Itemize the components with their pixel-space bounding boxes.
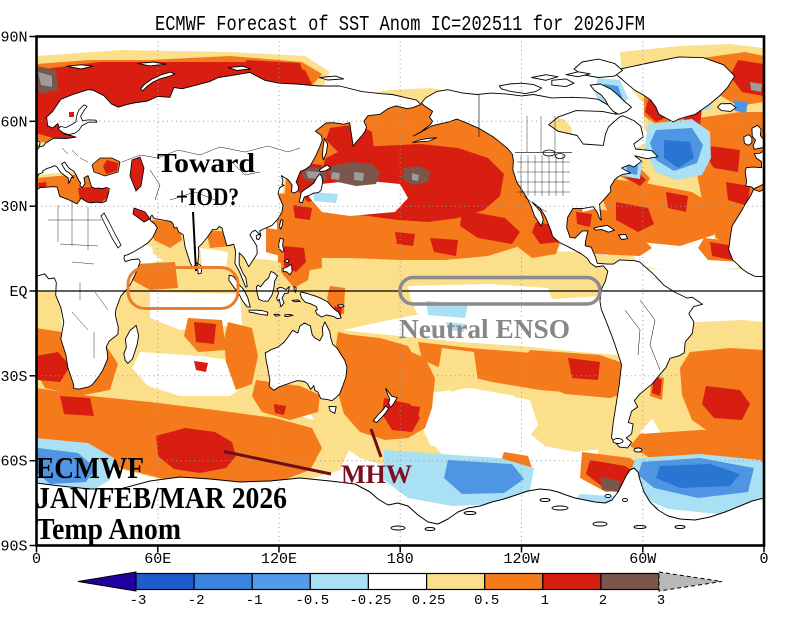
svg-text:JAN/FEB/MAR 2026: JAN/FEB/MAR 2026 xyxy=(36,480,287,515)
svg-text:-0.25: -0.25 xyxy=(349,593,391,609)
svg-text:0.25: 0.25 xyxy=(412,593,446,609)
svg-text:ECMWF Forecast of SST Anom IC=: ECMWF Forecast of SST Anom IC=202511 for… xyxy=(155,14,645,37)
svg-text:0.5: 0.5 xyxy=(474,593,499,609)
svg-text:2: 2 xyxy=(599,593,607,609)
svg-text:60N: 60N xyxy=(0,114,27,131)
svg-text:0: 0 xyxy=(32,551,41,568)
svg-text:30S: 30S xyxy=(0,369,27,386)
svg-text:1: 1 xyxy=(541,593,549,609)
svg-text:90S: 90S xyxy=(0,539,27,556)
svg-text:120W: 120W xyxy=(503,551,539,568)
svg-text:180: 180 xyxy=(387,551,414,568)
svg-text:Toward: Toward xyxy=(157,148,255,178)
svg-text:0: 0 xyxy=(759,551,768,568)
svg-text:3: 3 xyxy=(657,593,665,609)
svg-text:-3: -3 xyxy=(130,593,147,609)
svg-text:Neutral ENSO: Neutral ENSO xyxy=(399,314,570,344)
svg-text:60W: 60W xyxy=(629,551,656,568)
svg-text:-1: -1 xyxy=(246,593,263,609)
svg-text:60S: 60S xyxy=(0,454,27,471)
svg-text:90N: 90N xyxy=(0,30,27,47)
svg-text:60E: 60E xyxy=(144,551,171,568)
svg-text:-2: -2 xyxy=(188,593,205,609)
svg-text:EQ: EQ xyxy=(9,284,27,301)
svg-text:30N: 30N xyxy=(0,199,27,216)
svg-text:MHW: MHW xyxy=(341,460,412,489)
svg-text:120E: 120E xyxy=(261,551,297,568)
svg-text:ECMWF: ECMWF xyxy=(36,450,144,485)
svg-text:Temp Anom: Temp Anom xyxy=(36,511,181,546)
svg-text:-0.5: -0.5 xyxy=(295,593,329,609)
svg-text:+IOD?: +IOD? xyxy=(176,184,239,211)
